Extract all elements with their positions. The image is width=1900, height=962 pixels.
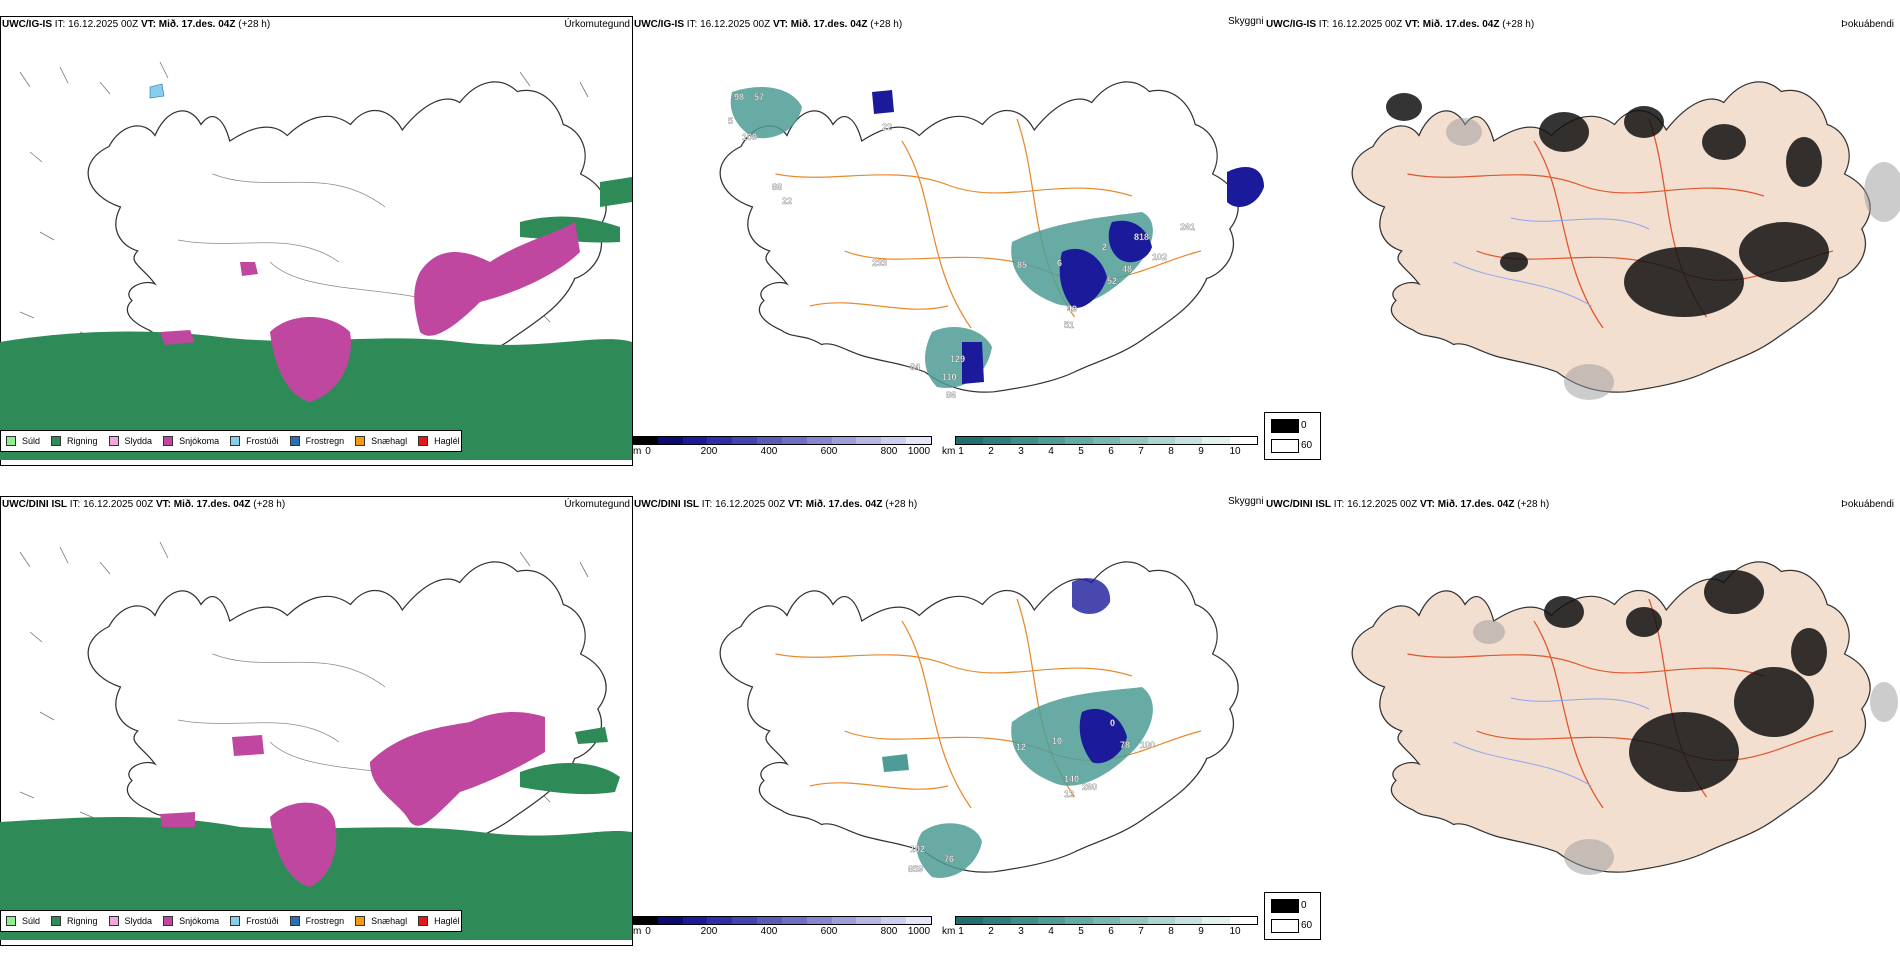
it-label: IT: <box>54 19 66 30</box>
vis-value: 48 <box>1122 264 1132 274</box>
panel-header: UWC/DINI ISL IT: 16.12.2025 00Z VT: Mið.… <box>634 499 918 510</box>
visibility-panel-top: 98 57 5 109 22 88 22 233 85 6 2 818 48 1… <box>632 12 1264 457</box>
legend-item: Frostúði <box>230 436 279 446</box>
vis-value: 12 <box>1064 789 1074 799</box>
fog-legend: 0 60 <box>1264 412 1321 460</box>
vis-value: 110 <box>942 372 957 382</box>
precip-type-panel-top: UWC/IG-IS IT: 16.12.2025 00Z VT: Mið. 17… <box>0 12 633 466</box>
vis-value: 78 <box>1120 740 1130 750</box>
legend-item: Slydda <box>108 436 152 446</box>
vis-value: 10 <box>1052 736 1062 746</box>
precip-legend: Súld Rigning Slydda Snjókoma Frostúði Fr… <box>0 910 462 932</box>
vis-value: 0 <box>1110 718 1115 728</box>
lead-time: (+28 h) <box>238 19 271 30</box>
legend-item: Snæhagl <box>355 436 407 446</box>
vis-km-colorbar <box>955 916 1258 925</box>
fog-panel-top: UWC/IG-IS IT: 16.12.2025 00Z VT: Mið. 17… <box>1264 12 1900 460</box>
vt-value: Mið. 17.des. 04Z <box>158 19 236 30</box>
it-value: 16.12.2025 00Z <box>68 19 139 30</box>
legend-item: Snjókoma <box>163 436 219 446</box>
vis-value: 51 <box>1064 320 1074 330</box>
precip-legend: Súld Rigning Slydda Snjókoma Frostúði Fr… <box>0 430 462 452</box>
vis-m-colorbar <box>632 436 932 445</box>
vis-value: 22 <box>782 196 792 206</box>
vis-value: 22 <box>882 122 892 132</box>
fog-legend: 0 60 <box>1264 892 1321 940</box>
vis-value: 261 <box>1180 222 1195 232</box>
vis-m-ticks: 0 200 400 600 800 1000 <box>645 446 931 457</box>
fog-map <box>1351 81 1900 400</box>
map-frame <box>0 496 633 946</box>
panel-title: Þokuábendi <box>1841 499 1894 510</box>
vis-value: 49 <box>1067 304 1077 314</box>
vis-value: 2 <box>1102 242 1107 252</box>
fog-swatch <box>1271 439 1299 453</box>
vis-value: 88 <box>772 182 782 192</box>
vis-value: 98 <box>734 92 744 102</box>
panel-header: UWC/IG-IS IT: 16.12.2025 00Z VT: Mið. 17… <box>634 19 903 30</box>
precip-type-map <box>0 61 632 460</box>
vis-value: 52 <box>1107 276 1117 286</box>
legend-item: Súld <box>6 436 40 446</box>
fog-swatch <box>1271 419 1299 433</box>
vis-km-colorbar <box>955 436 1258 445</box>
panel-header: UWC/IG-IS IT: 16.12.2025 00Z VT: Mið. 17… <box>2 19 270 30</box>
vis-value: 260 <box>1082 782 1097 792</box>
swatch <box>289 436 300 446</box>
vis-value: 86 <box>946 390 956 400</box>
panel-title: Úrkomutegund <box>564 19 630 30</box>
vis-km-ticks: 1 2 3 4 5 6 7 8 9 10 <box>958 446 1241 457</box>
swatch <box>51 436 62 446</box>
legend-item: Rigning <box>51 436 98 446</box>
panel-header: UWC/DINI ISL IT: 16.12.2025 00Z VT: Mið.… <box>1266 499 1550 510</box>
fog-areas <box>1386 93 1829 317</box>
vis-value: 233 <box>872 258 887 268</box>
legend-item: Frostregn <box>289 436 344 446</box>
vis-value: 102 <box>1152 252 1167 262</box>
vis-m-colorbar <box>632 916 932 925</box>
panel-title: Skyggni <box>1228 496 1264 507</box>
vis-value: 109 <box>742 132 757 142</box>
precip-type-map <box>0 541 632 940</box>
vis-value: 12 <box>1016 742 1026 752</box>
snow-area <box>270 317 351 402</box>
visibility-panel-bottom: 12 10 0 78 100 140 12 260 102 76 859 UWC… <box>632 492 1264 937</box>
vis-value: 140 <box>1064 774 1079 784</box>
fog-panel-bottom: UWC/DINI ISL IT: 16.12.2025 00Z VT: Mið.… <box>1264 492 1898 940</box>
vis-m-unit: m <box>633 446 642 457</box>
swatch <box>108 436 119 446</box>
visibility-values: 98 57 5 109 22 88 22 233 85 6 2 818 48 1… <box>728 92 1195 400</box>
swatch <box>355 436 366 446</box>
vis-value: 100 <box>1140 740 1155 750</box>
vis-km-unit: km <box>942 446 956 457</box>
vis-value: 129 <box>950 354 965 364</box>
panel-title: Skyggni <box>1228 16 1264 27</box>
vis-value: 85 <box>1017 260 1027 270</box>
precip-type-panel-bottom: UWC/DINI ISL IT: 16.12.2025 00Z VT: Mið.… <box>0 492 633 946</box>
swatch <box>230 436 241 446</box>
model-name: UWC/IG-IS <box>2 19 52 30</box>
vis-value: 5 <box>728 116 733 126</box>
vis-value: 6 <box>1057 258 1062 268</box>
panel-title: Úrkomutegund <box>564 499 630 510</box>
map-frame <box>0 16 633 466</box>
vis-value: 102 <box>910 844 925 854</box>
visibility-map: 98 57 5 109 22 88 22 233 85 6 2 818 48 1… <box>719 81 1264 400</box>
swatch <box>6 436 16 446</box>
swatch <box>418 436 429 446</box>
vis-value: 76 <box>944 854 954 864</box>
fog-map <box>1351 561 1898 875</box>
swatch <box>163 436 174 446</box>
legend-item: Haglél <box>418 436 460 446</box>
vis-value: 84 <box>910 362 920 372</box>
visibility-map: 12 10 0 78 100 140 12 260 102 76 859 <box>719 561 1239 878</box>
vis-value: 859 <box>908 864 923 874</box>
panel-title: Þokuábendi <box>1841 19 1894 30</box>
vis-value: 818 <box>1134 232 1149 242</box>
vis-value: 57 <box>754 92 764 102</box>
panel-header: UWC/DINI ISL IT: 16.12.2025 00Z VT: Mið.… <box>2 499 286 510</box>
vt-label: VT: <box>140 19 156 30</box>
panel-header: UWC/IG-IS IT: 16.12.2025 00Z VT: Mið. 17… <box>1266 19 1535 30</box>
